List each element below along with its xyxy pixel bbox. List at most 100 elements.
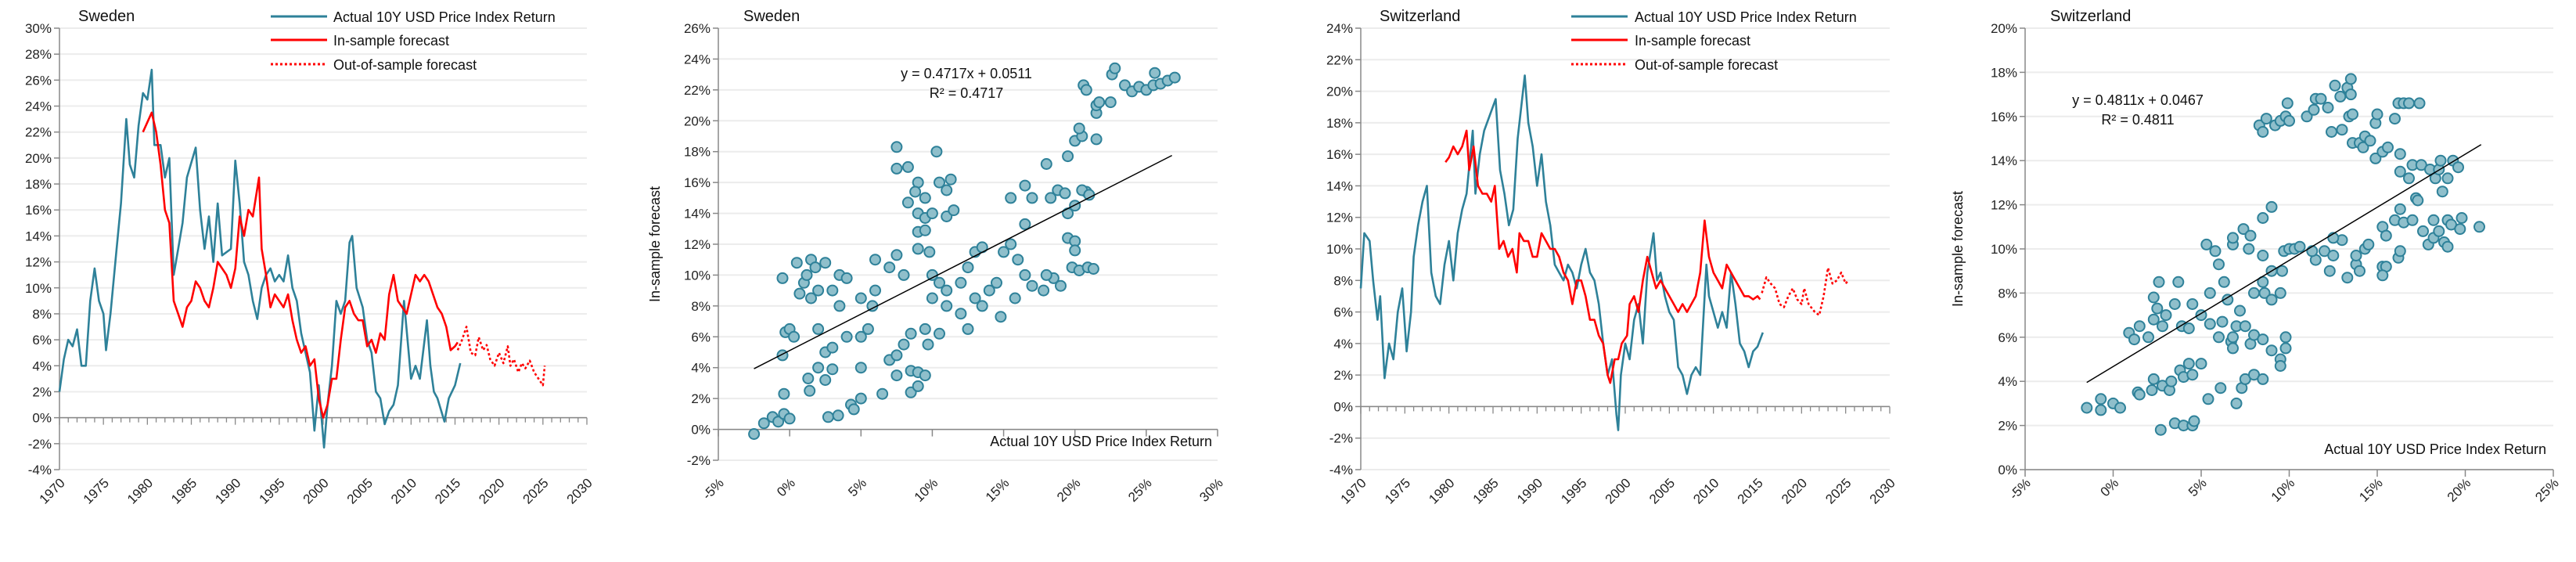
scatter-point [1093,96,1106,109]
y-tick-label: 16% [684,175,711,190]
x-tick-label: 20% [1054,475,1083,504]
series-line-2 [142,111,459,419]
scatter-point [2209,245,2222,258]
x-tick-label: 1980 [124,475,156,506]
scatter-point [790,257,803,269]
scatter-point [876,387,889,400]
scatter-point [1168,71,1181,84]
scatter-point [2276,265,2288,277]
series-line-3 [1761,266,1850,316]
series-line-3 [456,326,546,387]
legend-label: Out-of-sample forecast [1635,57,1778,73]
scatter-point [2274,360,2286,372]
y-tick-label: 22% [25,125,52,140]
scatter-point [1019,218,1031,230]
legend-label: Out-of-sample forecast [333,57,477,73]
y-tick-label: 14% [684,207,711,222]
x-tick-label: 10% [912,475,941,504]
scatter-point [962,322,974,335]
scatter-point [854,362,867,374]
scatter-point [1055,279,1067,292]
scatter-point [944,173,957,186]
scatter-point [2216,315,2229,328]
scatter-point [2279,331,2292,344]
scatter-point [2441,240,2454,253]
scatter-point [2326,126,2337,138]
y-tick-label: 14% [1326,178,1353,193]
scatter-point [962,261,974,274]
scatter-point [778,387,790,400]
y-tick-label: 2% [1333,368,1353,383]
y-tick-label: 0% [32,411,52,426]
scatter-point [991,276,1002,289]
scatter-point [840,272,853,284]
scatter-point [898,268,910,281]
y-tick-label: 8% [32,307,52,322]
scatter-point [2258,286,2271,299]
chart-title: Switzerland [2050,8,2131,25]
scatter-point [2350,250,2362,261]
y-tick-label: 12% [1991,198,2017,213]
scatter-point [2142,331,2154,344]
scatter-point [1087,263,1099,275]
x-tick-label: 0% [2098,475,2122,499]
series-line-1 [1359,74,1765,431]
scatter-point [934,327,945,340]
scatter-point [941,300,953,312]
scatter-point [2406,214,2419,226]
scatter-point [2157,320,2168,333]
x-tick-label: 1975 [1382,475,1413,506]
scatter-point [2341,272,2354,284]
scatter-point [2417,225,2429,237]
scatter-point [2227,331,2239,344]
chart-4: 0%2%4%6%8%10%12%14%16%18%20%-5% 0% 5% 10% 15… [1950,8,2562,505]
scatter-point [2195,358,2207,370]
y-tick-label: 6% [691,330,711,344]
scatter-point [1104,96,1117,109]
x-tick-label: 1990 [1514,475,1545,506]
scatter-point [2323,265,2336,277]
scatter-point [2165,375,2178,387]
scatter-point [2315,92,2327,105]
scatter-point [2095,393,2107,405]
y-tick-label: 2% [32,384,52,399]
y-tick-label: 10% [25,281,52,296]
scatter-point [1005,192,1017,204]
scatter-point [2153,276,2165,288]
scatter-point [919,224,931,236]
y-tick-label: 12% [684,237,711,252]
scatter-point [2455,212,2468,224]
scatter-point [2257,333,2269,346]
y-tick-label: 12% [25,255,52,270]
y-tick-label: 18% [684,145,711,160]
x-tick-label: 2015 [1735,475,1766,506]
scatter-point [2244,229,2257,242]
scatter-point [2186,369,2199,381]
scatter-point [901,196,914,209]
scatter-point [2394,165,2406,178]
scatter-point [757,417,770,430]
scatter-point [2202,393,2214,405]
scatter-point [883,261,896,274]
scatter-point [2362,238,2375,250]
y-tick-label: 0% [1998,463,2017,477]
chart-2: -2% 0% 2% 4% 6% 8% 10% 12% 14% 16% 18% 20% 22% 24% 26%… [647,8,1226,505]
scatter-point [2371,108,2384,121]
scatter-point [2147,313,2160,326]
scatter-point [2128,333,2140,346]
chart-title: Sweden [743,8,800,25]
scatter-point [2473,221,2485,233]
scatter-point [826,363,839,376]
scatter-point [1009,292,1021,304]
scatter-point [833,300,846,312]
scatter-point [2237,223,2250,236]
scatter-point [1062,150,1074,163]
scatter-point [772,416,785,428]
scatter-point [819,257,832,269]
scatter-point [955,308,967,320]
y-tick-label: 6% [1333,305,1353,320]
x-tick-label: 2010 [1690,475,1722,506]
scatter-point [901,160,914,173]
trendline-equation: y = 0.4717x + 0.0511 [901,66,1032,81]
